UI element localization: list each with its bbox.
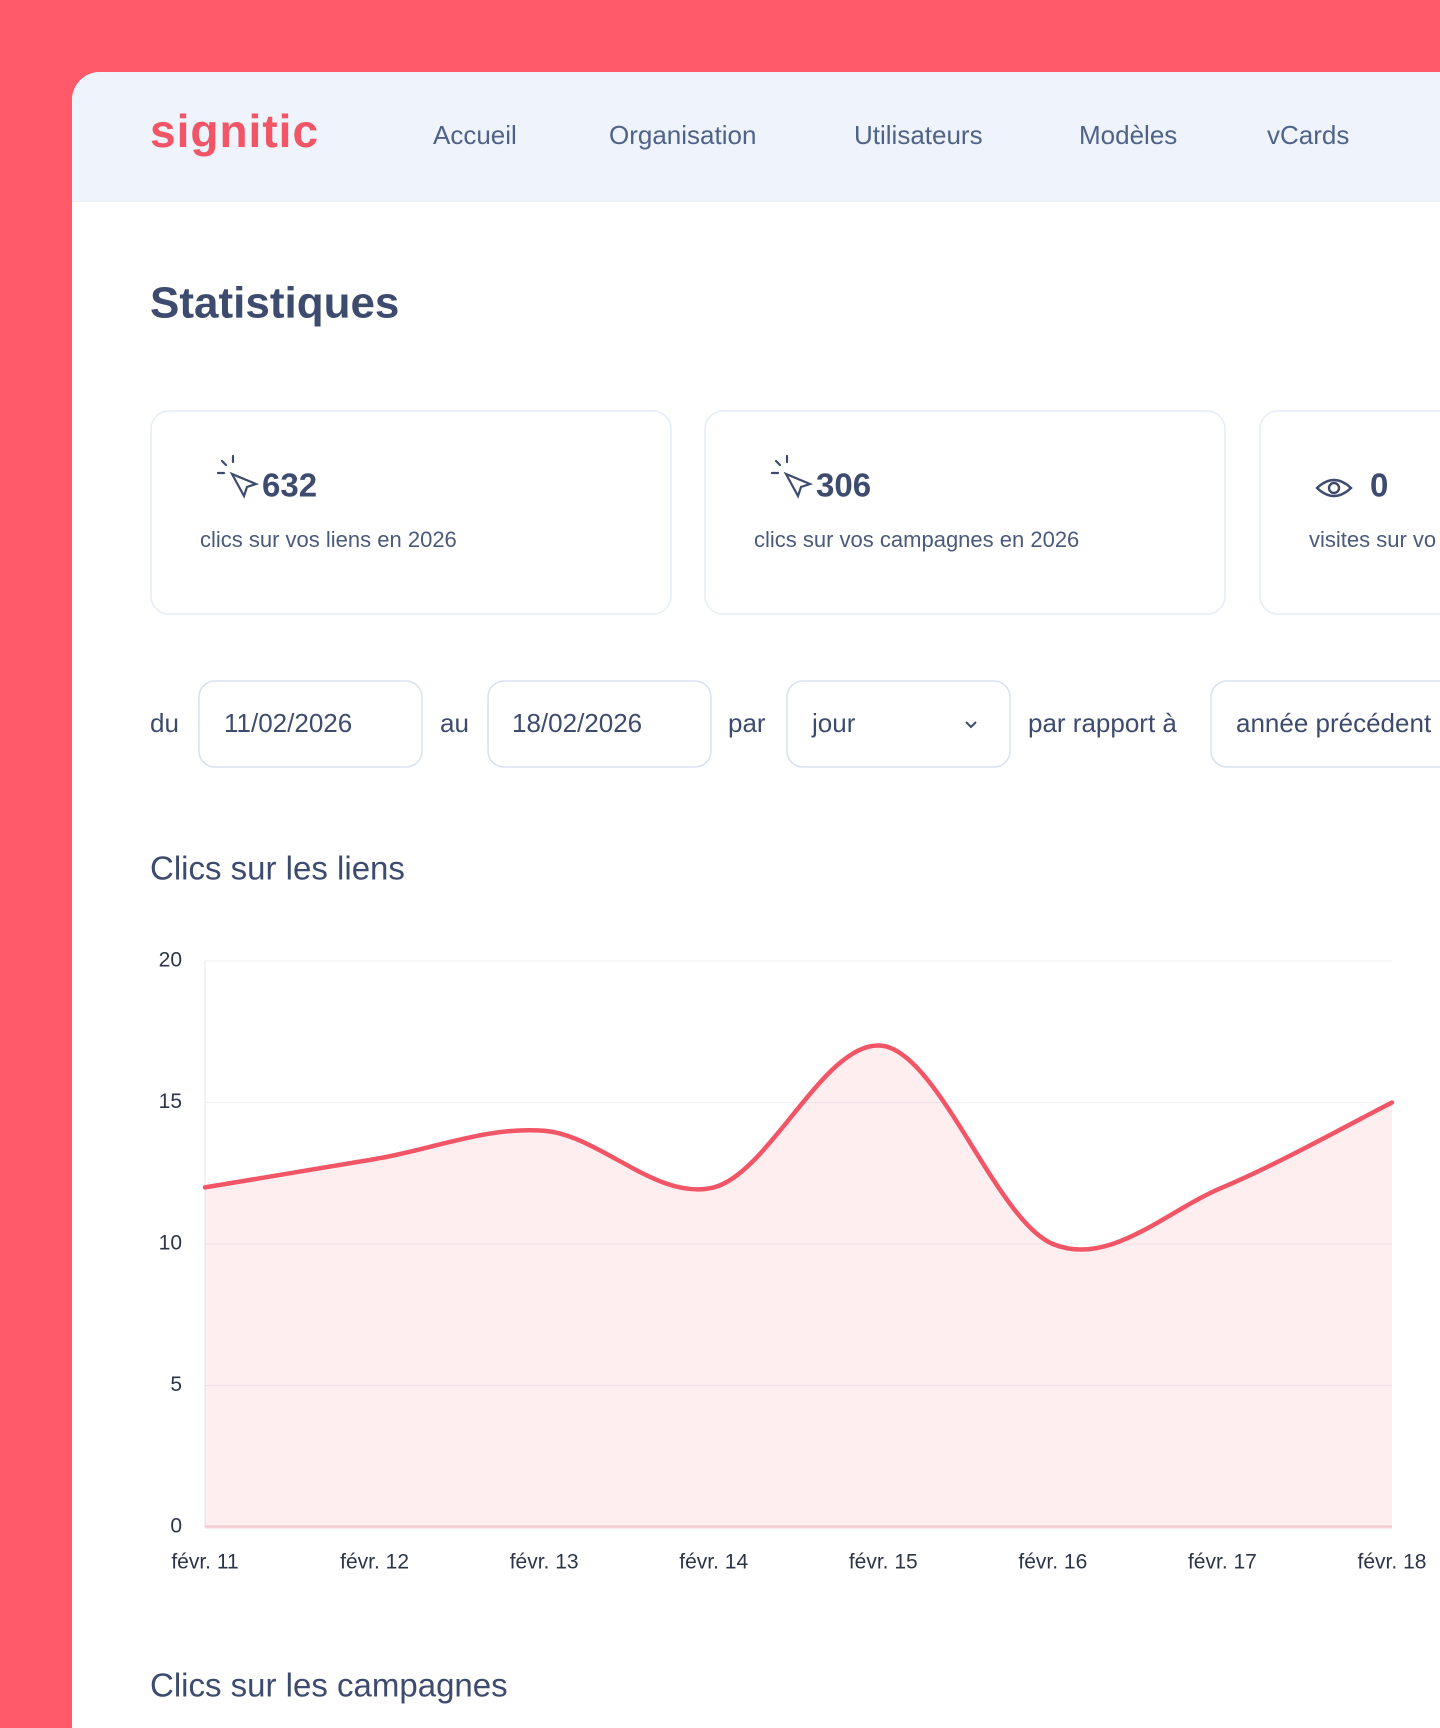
card-value: 0 [1370,467,1388,504]
filter-label: du [150,708,179,738]
x-tick-label: févr. 15 [849,1551,918,1574]
date-value: 18/02/2026 [512,708,642,738]
y-tick-label: 10 [159,1232,182,1255]
chart-title: Clics sur les liens [150,850,405,887]
y-tick-label: 20 [159,949,182,972]
page-title: Statistiques [150,279,399,328]
nav-item[interactable]: Accueil [433,120,517,150]
area [205,1045,1392,1527]
card-label: clics sur vos campagnes en 2026 [754,527,1079,552]
x-tick-label: févr. 18 [1358,1551,1427,1574]
chevron [965,721,977,729]
panel [72,72,1440,1728]
card-label: clics sur vos liens en 2026 [200,527,457,552]
date-value: 11/02/2026 [224,708,352,738]
section-title: Clics sur les campagnes [150,1667,508,1704]
click-icon [770,454,814,499]
select-value: année précédent [1236,708,1432,738]
filter-label: au [440,708,469,738]
date-input[interactable] [198,680,423,768]
x-tick-label: févr. 16 [1018,1551,1087,1574]
x-tick-label: févr. 17 [1188,1551,1257,1574]
nav-bar [72,72,1440,202]
click-icon [216,454,260,499]
x-tick-label: févr. 11 [171,1551,238,1574]
y-tick-label: 5 [170,1373,182,1396]
y-tick-label: 15 [159,1090,182,1113]
select[interactable] [1210,680,1440,768]
card-value: 632 [262,467,317,504]
eye-icon [1315,478,1353,498]
card-value: 306 [816,467,871,504]
card-label: visites sur vo [1309,527,1436,552]
filter-label: par [728,708,766,738]
card: 632 clics sur vos liens en 2026 [150,410,672,615]
card: 306 clics sur vos campagnes en 2026 [704,410,1226,615]
logo[interactable]: signitic [150,105,319,157]
x-tick-label: févr. 13 [510,1551,579,1574]
nav-item[interactable]: Modèles [1079,120,1177,150]
nav-item[interactable]: vCards [1267,120,1349,150]
select[interactable] [786,680,1011,768]
card: 0 visites sur vo [1259,410,1440,615]
date-input[interactable] [487,680,712,768]
nav-item[interactable]: Utilisateurs [854,120,983,150]
line [202,1043,1395,1252]
filter-label: par rapport à [1028,708,1177,738]
x-tick-label: févr. 14 [679,1551,748,1574]
nav-item[interactable]: Organisation [609,120,756,150]
select-value: jour [811,708,856,738]
y-tick-label: 0 [170,1515,182,1538]
x-tick-label: févr. 12 [340,1551,409,1574]
